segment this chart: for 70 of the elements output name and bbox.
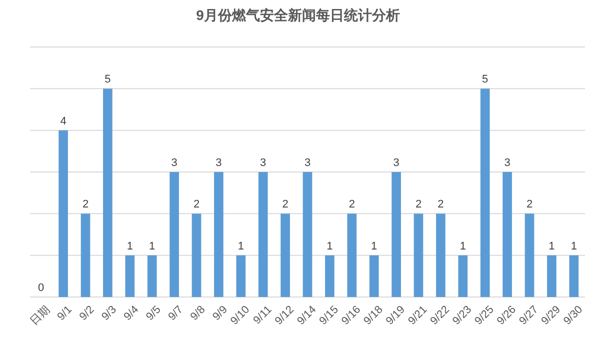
bar	[325, 255, 334, 297]
x-tick-label: 9/10	[228, 304, 252, 328]
x-tick-label: 9/1	[55, 304, 75, 324]
x-tick-label: 9/7	[166, 304, 186, 324]
bar	[80, 214, 90, 297]
x-tick-label: 9/2	[77, 304, 97, 324]
bar	[502, 172, 512, 297]
x-tick-label: 9/14	[295, 304, 319, 328]
x-tick-label: 9/5	[144, 304, 164, 324]
data-label: 1	[548, 240, 555, 252]
bar	[347, 214, 357, 297]
bar	[547, 255, 556, 297]
bar	[524, 214, 534, 297]
data-label: 1	[238, 240, 244, 252]
bar	[147, 255, 157, 297]
chart-title: 9月份燃气安全新闻每日统计分析	[196, 7, 400, 23]
data-label: 3	[216, 157, 222, 169]
data-label: 3	[304, 157, 311, 169]
bar	[569, 255, 579, 297]
x-tick-label: 9/30	[561, 304, 586, 328]
data-label: 1	[460, 240, 466, 252]
data-label: 3	[260, 157, 266, 169]
bar	[103, 88, 112, 297]
x-tick-label: 9/18	[362, 304, 386, 328]
bar	[280, 214, 290, 297]
data-label: 5	[104, 74, 111, 86]
bar	[58, 130, 68, 297]
bar	[192, 214, 202, 297]
data-label: 2	[82, 198, 89, 211]
data-label: 3	[171, 157, 178, 169]
x-tick-label: 9/22	[428, 304, 452, 328]
bar	[170, 172, 179, 297]
x-tick-label: 9/29	[539, 304, 563, 328]
bar	[214, 172, 224, 297]
bar	[369, 255, 379, 297]
bar	[125, 255, 135, 297]
x-tick-label: 日期	[28, 304, 52, 328]
x-tick-label: 9/9	[210, 304, 230, 324]
data-label: 3	[504, 157, 510, 169]
bar	[258, 172, 268, 297]
x-tick-label: 9/15	[317, 304, 341, 328]
x-tick-label: 9/19	[384, 304, 408, 328]
bar	[236, 255, 246, 297]
data-label: 2	[348, 198, 355, 211]
data-label: 2	[282, 198, 288, 211]
data-label: 2	[415, 198, 422, 211]
data-label: 1	[149, 240, 156, 252]
x-tick-label: 9/11	[251, 304, 274, 327]
x-tick-label: 9/25	[472, 304, 496, 328]
x-tick-label: 9/21	[406, 304, 430, 328]
data-label: 1	[371, 240, 378, 252]
bar	[392, 172, 401, 297]
bar	[414, 214, 424, 297]
data-label: 4	[60, 115, 66, 128]
data-label: 2	[193, 198, 200, 211]
data-label: 5	[482, 74, 488, 86]
x-tick-label: 9/4	[122, 304, 142, 324]
bar	[480, 88, 490, 297]
bar	[458, 255, 468, 297]
data-label: 1	[570, 240, 577, 252]
data-label: 3	[393, 157, 400, 169]
x-tick-label: 9/3	[100, 304, 119, 324]
data-label: 0	[38, 282, 44, 294]
data-label: 1	[126, 240, 133, 252]
bar	[302, 172, 312, 297]
data-label: 2	[438, 198, 444, 211]
data-label: 1	[326, 240, 333, 252]
x-tick-label: 9/8	[188, 304, 208, 324]
bar	[436, 214, 446, 297]
data-label: 2	[526, 198, 533, 211]
